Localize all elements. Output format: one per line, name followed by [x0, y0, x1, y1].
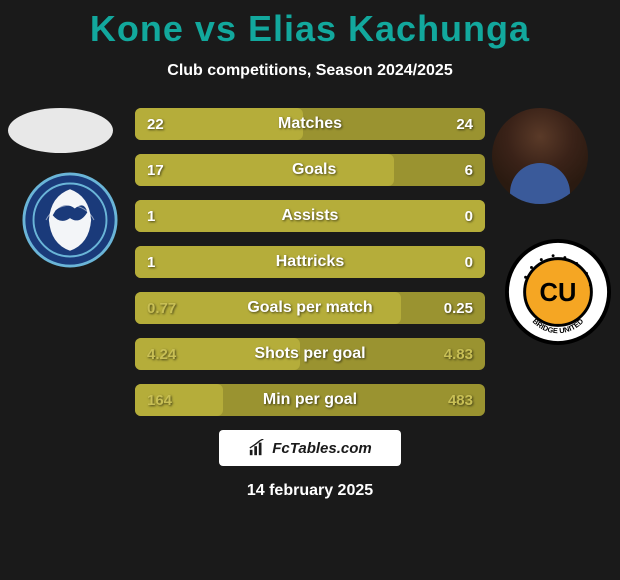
page-subtitle: Club competitions, Season 2024/2025	[0, 62, 620, 80]
stat-row: 1 Assists 0	[135, 200, 485, 232]
stat-row: 4.24 Shots per goal 4.83	[135, 338, 485, 370]
stat-value-right: 0	[465, 208, 473, 225]
stat-label: Shots per goal	[254, 345, 365, 363]
stat-value-left: 1	[147, 208, 155, 225]
stat-row: 0.77 Goals per match 0.25	[135, 292, 485, 324]
stat-value-right: 4.83	[444, 346, 473, 363]
stat-value-left: 0.77	[147, 300, 176, 317]
stat-value-right: 0	[465, 254, 473, 271]
comparison-date: 14 february 2025	[0, 482, 620, 500]
stat-row: 22 Matches 24	[135, 108, 485, 140]
stat-label: Hattricks	[276, 253, 344, 271]
stat-label: Matches	[278, 115, 342, 133]
stat-value-left: 17	[147, 162, 164, 179]
comparison-area: CU BRIDGE UNITED 22 Matches 24 17 Goals 6 1 Ass…	[0, 108, 620, 416]
stat-value-right: 0.25	[444, 300, 473, 317]
stat-value-right: 483	[448, 392, 473, 409]
stat-label: Assists	[282, 207, 339, 225]
stat-value-left: 22	[147, 116, 164, 133]
stat-fill	[135, 154, 394, 186]
team-left-badge	[22, 172, 118, 268]
stat-row: 1 Hattricks 0	[135, 246, 485, 278]
team-right-badge-text: CU	[540, 279, 577, 307]
site-brand-text: FcTables.com	[272, 440, 371, 457]
stat-label: Min per goal	[263, 391, 357, 409]
site-brand-badge[interactable]: FcTables.com	[219, 430, 401, 466]
stat-row: 17 Goals 6	[135, 154, 485, 186]
stat-value-left: 4.24	[147, 346, 176, 363]
stat-value-right: 24	[456, 116, 473, 133]
stat-label: Goals	[292, 161, 336, 179]
team-right-badge: CU BRIDGE UNITED	[504, 238, 612, 346]
stat-label: Goals per match	[247, 299, 372, 317]
player-left-avatar	[8, 108, 113, 153]
stat-row: 164 Min per goal 483	[135, 384, 485, 416]
player-right-avatar	[492, 108, 588, 204]
stats-table: 22 Matches 24 17 Goals 6 1 Assists 0 1 Hattricks 0 0…	[135, 108, 485, 416]
page-title: Kone vs Elias Kachunga	[0, 0, 620, 50]
stat-value-left: 164	[147, 392, 172, 409]
stat-value-right: 6	[465, 162, 473, 179]
stat-value-left: 1	[147, 254, 155, 271]
chart-icon	[248, 439, 266, 457]
